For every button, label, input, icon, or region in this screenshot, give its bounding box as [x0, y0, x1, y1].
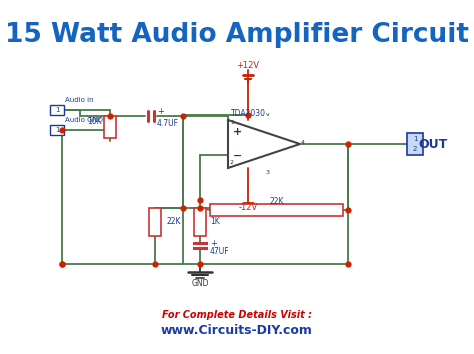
Text: TDA2030: TDA2030	[230, 108, 265, 118]
Text: 1: 1	[230, 120, 234, 126]
Text: 15 Watt Audio Amplifier Circuit: 15 Watt Audio Amplifier Circuit	[5, 22, 469, 48]
Text: v: v	[266, 112, 270, 116]
Bar	[104, 116, 116, 138]
Text: For Complete Details Visit :: For Complete Details Visit :	[162, 310, 312, 320]
Text: 2: 2	[230, 160, 234, 165]
Text: 1: 1	[55, 107, 59, 113]
Text: 22K: 22K	[167, 217, 182, 227]
Text: 1: 1	[55, 127, 59, 133]
Text: 4.7UF: 4.7UF	[157, 120, 179, 129]
Bar	[210, 204, 343, 216]
Text: 3: 3	[266, 171, 270, 176]
Text: Audio in: Audio in	[65, 97, 94, 103]
Text: 10K: 10K	[87, 116, 102, 126]
Text: 4: 4	[301, 139, 305, 144]
Text: +: +	[233, 127, 243, 137]
Text: +12V: +12V	[237, 62, 260, 70]
Bar	[50, 125, 64, 135]
Text: 47UF: 47UF	[210, 247, 229, 257]
Text: 1K: 1K	[210, 217, 220, 227]
Text: -12V: -12V	[238, 204, 258, 212]
Text: 1: 1	[413, 136, 417, 142]
Text: OUT: OUT	[419, 137, 447, 150]
Text: Audio GND: Audio GND	[65, 117, 103, 123]
Text: GND: GND	[191, 280, 209, 289]
Text: 2: 2	[413, 146, 417, 152]
Text: 22K: 22K	[269, 196, 284, 206]
Text: www.Circuits-DIY.com: www.Circuits-DIY.com	[161, 324, 313, 337]
Text: +: +	[157, 107, 164, 115]
Text: +: +	[210, 239, 217, 247]
Text: −: −	[233, 151, 243, 161]
Bar	[407, 133, 423, 155]
Bar	[149, 208, 161, 236]
Bar	[50, 105, 64, 115]
Bar	[194, 208, 206, 236]
